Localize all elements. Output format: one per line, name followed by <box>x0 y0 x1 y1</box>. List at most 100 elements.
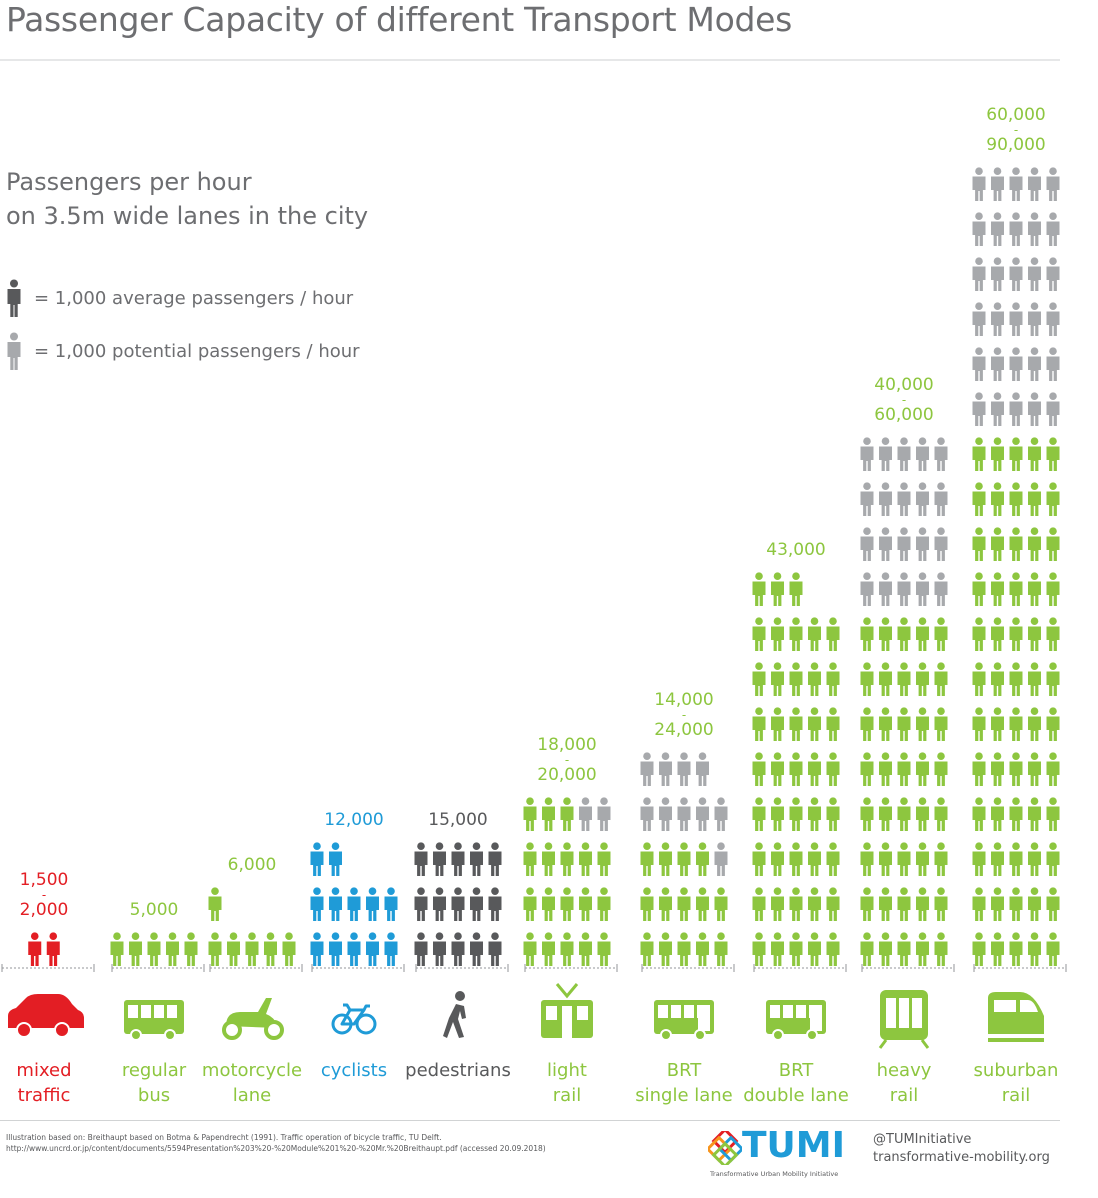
passenger-figure <box>432 842 446 876</box>
subtitle-line-2: on 3.5m wide lanes in the city <box>6 202 369 230</box>
passenger-figure <box>991 257 1004 291</box>
mode-label: traffic <box>18 1085 71 1106</box>
value-label: 60,000 <box>986 105 1045 125</box>
value-range-dash: - <box>902 393 906 407</box>
passenger-figure <box>879 617 892 651</box>
passenger-figure <box>897 572 911 606</box>
passenger-figure <box>826 752 840 786</box>
passenger-figure <box>1046 437 1060 471</box>
passenger-figure <box>752 752 766 786</box>
passenger-figure <box>879 482 892 516</box>
value-label: 15,000 <box>428 810 487 830</box>
website-link[interactable]: transformative-mobility.org <box>873 1150 1050 1165</box>
passenger-figure <box>916 887 929 921</box>
passenger-figure <box>991 662 1004 696</box>
metro-icon <box>878 990 930 1049</box>
passenger-figure <box>934 617 948 651</box>
passenger-figure <box>347 932 361 966</box>
passenger-figure <box>640 842 654 876</box>
passenger-figure <box>972 437 986 471</box>
passenger-figure <box>808 662 821 696</box>
passenger-figure <box>523 797 537 831</box>
brt-double-icon <box>766 1000 826 1041</box>
passenger-figure <box>640 932 654 966</box>
passenger-figure <box>659 932 672 966</box>
passenger-figure <box>469 932 483 966</box>
mode-label: BRT <box>667 1060 703 1081</box>
passenger-figure <box>414 932 428 966</box>
passenger-figure <box>972 932 986 966</box>
passenger-figure <box>897 887 911 921</box>
passenger-figure <box>808 842 821 876</box>
passenger-figure <box>991 842 1004 876</box>
passenger-figure <box>1028 752 1041 786</box>
passenger-figure <box>310 842 324 876</box>
tumi-logo: TUMI Transformative Urban Mobility Initi… <box>708 1125 858 1185</box>
mode-label: rail <box>553 1085 581 1106</box>
passenger-figure <box>1046 932 1060 966</box>
page-title: Passenger Capacity of different Transpor… <box>6 0 793 39</box>
passenger-figure <box>991 482 1004 516</box>
passenger-figure <box>414 887 428 921</box>
passenger-figure <box>659 842 672 876</box>
passenger-figure <box>1009 617 1023 651</box>
passenger-figure <box>771 572 784 606</box>
passenger-figure <box>659 797 672 831</box>
passenger-figure <box>879 527 892 561</box>
passenger-figure <box>365 932 379 966</box>
passenger-figure <box>1028 572 1041 606</box>
passenger-figure <box>110 932 124 966</box>
passenger-figure <box>1009 752 1023 786</box>
passenger-figure <box>916 842 929 876</box>
passenger-figure <box>208 887 222 921</box>
passenger-figure <box>972 707 986 741</box>
passenger-figure <box>879 437 892 471</box>
passenger-figure <box>384 887 398 921</box>
passenger-figure <box>826 797 840 831</box>
mode-label: motorcycle <box>202 1060 302 1081</box>
passenger-figure <box>860 707 874 741</box>
mode-label: rail <box>1002 1085 1030 1106</box>
passenger-figure <box>432 887 446 921</box>
passenger-figure <box>696 842 709 876</box>
passenger-figure <box>991 347 1004 381</box>
passenger-figure <box>879 752 892 786</box>
passenger-figure <box>1028 482 1041 516</box>
passenger-figure <box>714 797 728 831</box>
passenger-figure <box>560 932 574 966</box>
passenger-figure <box>808 707 821 741</box>
passenger-figure <box>488 932 502 966</box>
passenger-figure <box>451 842 465 876</box>
passenger-figure <box>677 887 691 921</box>
passenger-figure <box>1028 392 1041 426</box>
passenger-figure <box>860 482 874 516</box>
passenger-figure <box>560 842 574 876</box>
passenger-figure <box>752 797 766 831</box>
value-label: 6,000 <box>228 855 277 875</box>
passenger-figure <box>1046 392 1060 426</box>
passenger-figure <box>263 932 277 966</box>
passenger-figure <box>328 887 342 921</box>
passenger-figure <box>789 797 803 831</box>
mode-label: heavy <box>877 1060 932 1081</box>
pictogram-chart: 1,500-2,000mixedtraffic5,000regularbus6,… <box>1 105 1067 1106</box>
passenger-figure <box>808 932 821 966</box>
twitter-handle[interactable]: @TUMInitiative <box>873 1132 972 1147</box>
passenger-figure <box>789 572 803 606</box>
passenger-figure <box>184 932 198 966</box>
passenger-figure <box>1046 887 1060 921</box>
passenger-figure <box>771 887 784 921</box>
passenger-figure <box>879 572 892 606</box>
passenger-figure <box>860 572 874 606</box>
passenger-figure <box>579 932 592 966</box>
passenger-figure <box>808 617 821 651</box>
passenger-figure <box>310 887 324 921</box>
passenger-figure <box>597 842 611 876</box>
passenger-figure <box>916 617 929 651</box>
passenger-figure <box>916 797 929 831</box>
passenger-figure <box>826 662 840 696</box>
passenger-figure <box>1009 392 1023 426</box>
passenger-figure <box>1046 572 1060 606</box>
passenger-figure <box>991 932 1004 966</box>
passenger-figure <box>1046 617 1060 651</box>
